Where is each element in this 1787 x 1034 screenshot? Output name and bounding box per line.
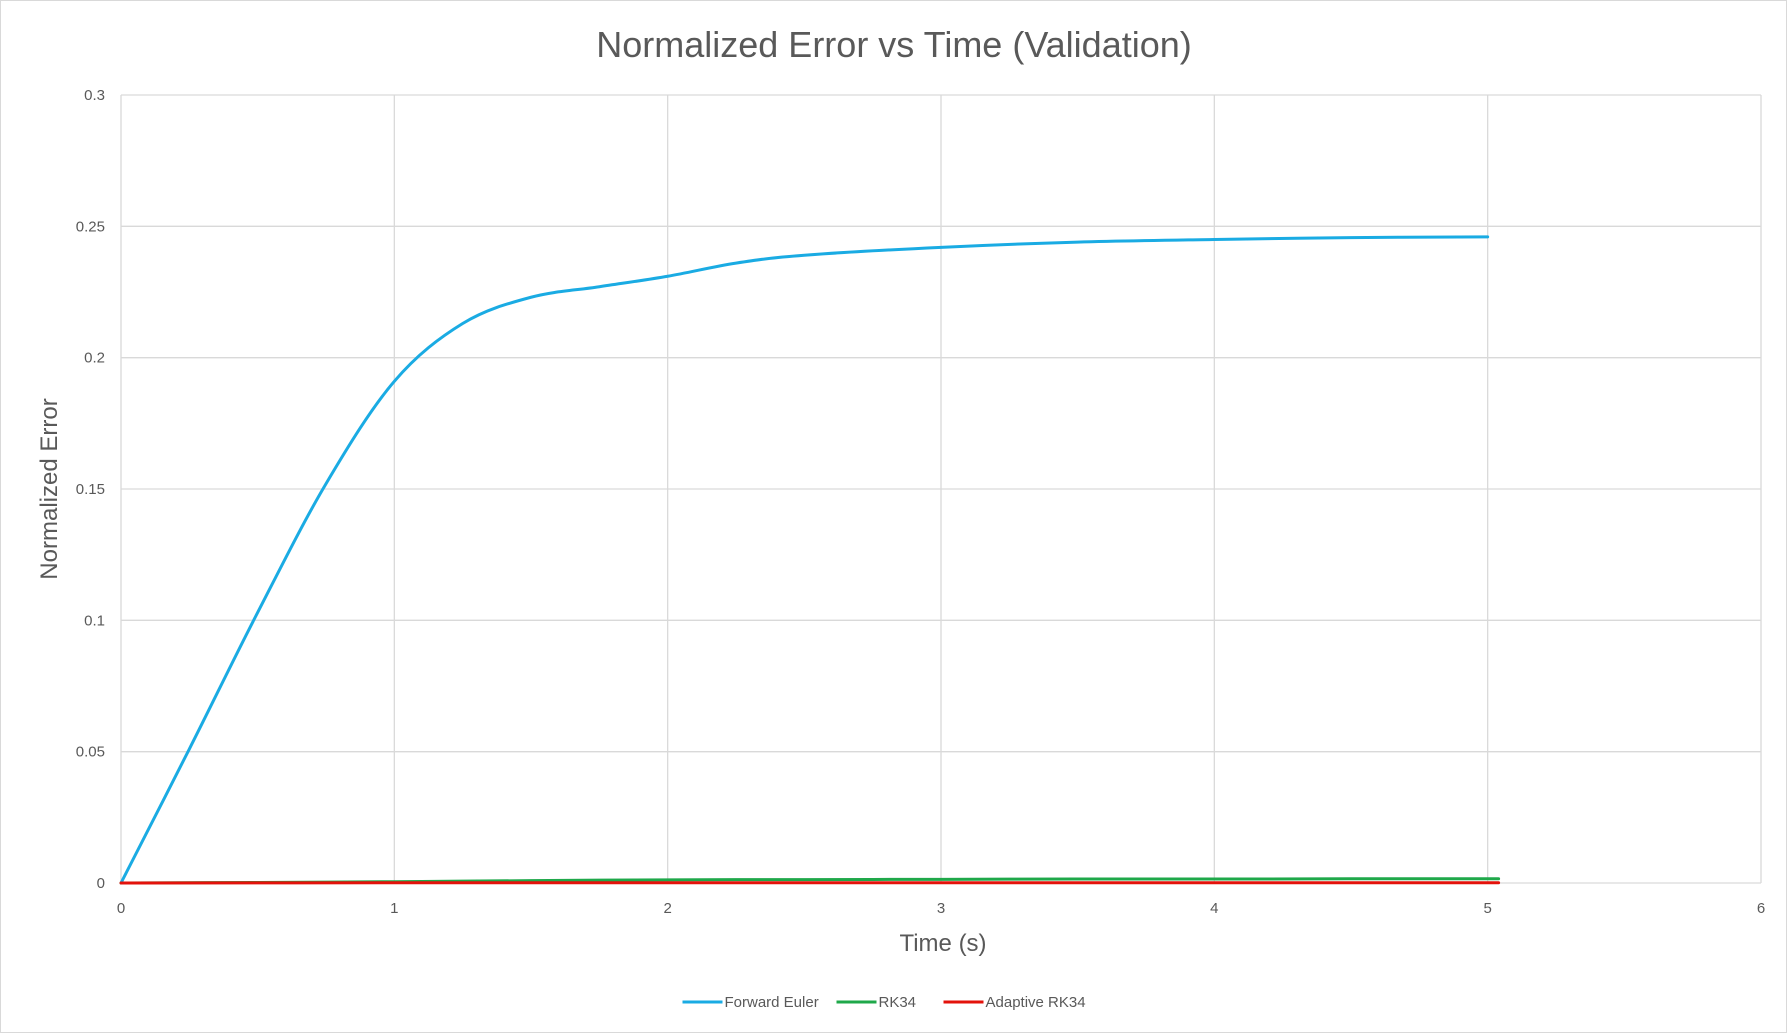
x-tick-label: 4 xyxy=(1210,900,1218,917)
series-lines xyxy=(121,237,1499,883)
x-axis-title: Time (s) xyxy=(899,930,986,957)
y-tick-label: 0.2 xyxy=(84,350,105,367)
legend: Forward Euler RK34 Adaptive RK34 xyxy=(683,994,1086,1011)
x-tick-label: 6 xyxy=(1757,900,1765,917)
gridlines xyxy=(121,95,1761,883)
chart-title: Normalized Error vs Time (Validation) xyxy=(596,24,1192,65)
y-tick-label: 0.15 xyxy=(76,481,105,498)
legend-label: RK34 xyxy=(879,994,917,1011)
x-tick-label: 2 xyxy=(663,900,671,917)
legend-label: Forward Euler xyxy=(725,994,819,1011)
legend-item-rk34: RK34 xyxy=(837,994,917,1011)
x-axis-ticks: 0 1 2 3 4 5 6 xyxy=(117,900,1765,917)
x-tick-label: 3 xyxy=(937,900,945,917)
legend-item-forward-euler: Forward Euler xyxy=(683,994,819,1011)
x-tick-label: 0 xyxy=(117,900,125,917)
y-tick-label: 0.3 xyxy=(84,87,105,104)
legend-item-adaptive-rk34: Adaptive RK34 xyxy=(944,994,1086,1011)
y-axis-title: Normalized Error xyxy=(36,398,63,579)
x-tick-label: 1 xyxy=(390,900,398,917)
series-line-forward-euler xyxy=(121,237,1488,883)
y-axis-ticks: 0 0.05 0.1 0.15 0.2 0.25 0.3 xyxy=(76,87,105,892)
y-tick-label: 0.05 xyxy=(76,744,105,761)
y-tick-label: 0 xyxy=(97,875,105,892)
y-tick-label: 0.25 xyxy=(76,218,105,235)
y-tick-label: 0.1 xyxy=(84,612,105,629)
legend-label: Adaptive RK34 xyxy=(986,994,1086,1011)
x-tick-label: 5 xyxy=(1483,900,1491,917)
